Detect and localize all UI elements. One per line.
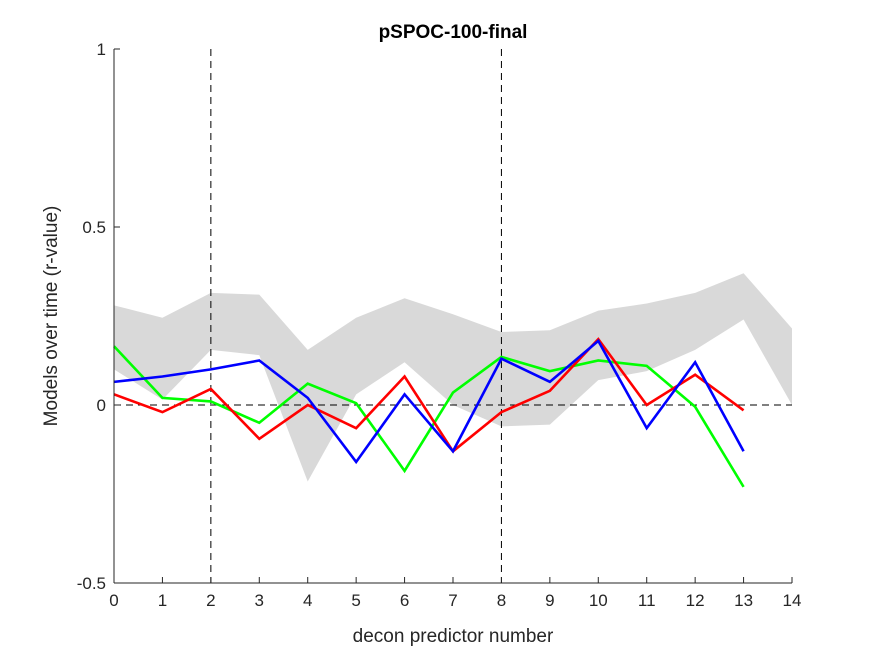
y-tick-label: 1 [97, 40, 106, 59]
y-tick-label: 0.5 [82, 218, 106, 237]
series-line-1 [113, 345, 745, 488]
series-layer [113, 337, 745, 488]
x-tick-label: 11 [638, 591, 656, 610]
confidence-band [114, 273, 792, 482]
x-tick-label: 9 [545, 591, 554, 610]
x-tick-label: 6 [400, 591, 409, 610]
y-tick-label: -0.5 [77, 574, 106, 593]
axes-layer: 0 1 2 3 4 5 6 7 8 9 10 11 12 13 14-0.500.51 [77, 40, 802, 610]
chart-title: pSPOC-100-final [379, 22, 528, 43]
x-tick-label: 0 [109, 591, 118, 610]
x-tick-label: 14 [783, 591, 802, 610]
x-tick-label: 13 [734, 591, 753, 610]
y-axis-label: Models over time (r-value) [41, 206, 62, 427]
shaded-band-layer [114, 273, 792, 482]
x-tick-label: 7 [448, 591, 457, 610]
x-tick-label: 2 [206, 591, 215, 610]
x-axis-label: decon predictor number [353, 626, 554, 647]
x-tick-label: 4 [303, 591, 312, 610]
x-tick-label: 3 [255, 591, 264, 610]
x-tick-label: 12 [686, 591, 705, 610]
x-tick-label: 8 [497, 591, 506, 610]
series-line-3 [113, 338, 745, 465]
x-tick-label: 5 [351, 591, 360, 610]
x-tick-label: 1 [158, 591, 167, 610]
series-line-2 [113, 337, 745, 454]
x-tick-label: 10 [589, 591, 608, 610]
y-tick-label: 0 [97, 396, 106, 415]
